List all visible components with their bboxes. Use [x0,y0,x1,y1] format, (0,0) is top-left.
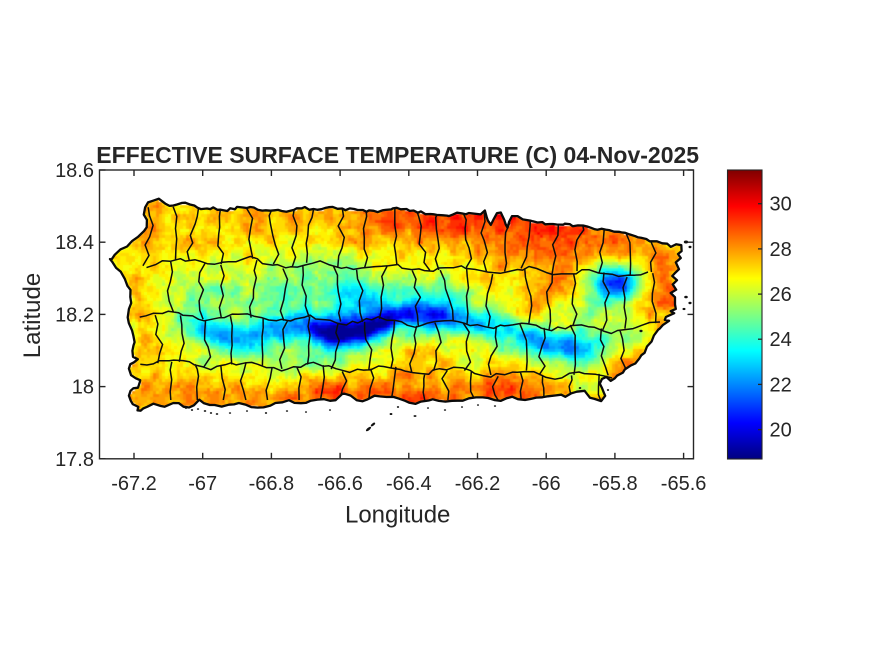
svg-text:18.6: 18.6 [55,160,94,182]
svg-text:-65.8: -65.8 [592,473,638,495]
svg-text:17.8: 17.8 [55,449,94,471]
svg-text:26: 26 [770,284,792,306]
svg-text:-66.6: -66.6 [317,473,363,495]
svg-text:18.4: 18.4 [55,232,94,254]
svg-text:-66.8: -66.8 [249,473,295,495]
svg-text:Longitude: Longitude [345,501,450,528]
svg-text:18.2: 18.2 [55,304,94,326]
svg-text:30: 30 [770,194,792,216]
svg-text:-66: -66 [532,473,561,495]
svg-text:EFFECTIVE SURFACE TEMPERATURE: EFFECTIVE SURFACE TEMPERATURE (C) 04-Nov… [96,142,699,168]
svg-text:28: 28 [770,239,792,261]
svg-text:22: 22 [770,374,792,396]
svg-text:-65.6: -65.6 [661,473,707,495]
svg-text:20: 20 [770,420,792,442]
svg-text:-67: -67 [188,473,217,495]
svg-text:-66.2: -66.2 [455,473,501,495]
svg-text:Latitude: Latitude [19,273,46,358]
svg-text:18: 18 [72,377,94,399]
svg-text:-66.4: -66.4 [386,473,432,495]
svg-text:-67.2: -67.2 [111,473,157,495]
svg-text:24: 24 [770,329,792,351]
